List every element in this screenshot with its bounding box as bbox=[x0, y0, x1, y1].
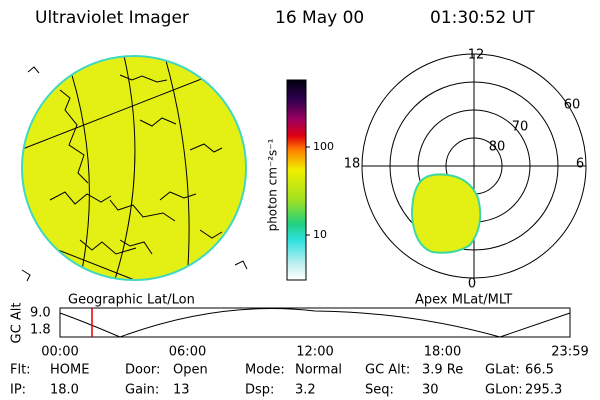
title: Ultraviolet Imager bbox=[35, 8, 189, 28]
info-value: 13 bbox=[173, 383, 190, 398]
timeline-x-label: 23:59 bbox=[551, 345, 588, 360]
info-value: 3.2 bbox=[295, 383, 316, 398]
polar-label: Apex MLat/MLT bbox=[415, 293, 512, 308]
info-label: IP: bbox=[10, 383, 26, 398]
info-label: GC Alt: bbox=[365, 363, 410, 378]
timeline-x-label: 12:00 bbox=[296, 345, 333, 360]
info-value: 18.0 bbox=[50, 383, 79, 398]
auroral-oval bbox=[410, 173, 482, 254]
mlt-label: 18 bbox=[344, 157, 361, 172]
colorbar bbox=[286, 79, 307, 281]
colorbar-tick-label: 10 bbox=[313, 228, 327, 241]
timeline-x-label: 06:00 bbox=[169, 345, 206, 360]
date: 16 May 00 bbox=[275, 8, 364, 28]
colorbar-tick-label: 100 bbox=[313, 140, 334, 153]
info-value: Open bbox=[173, 363, 208, 378]
info-label: Mode: bbox=[245, 363, 285, 378]
lat-label: 70 bbox=[512, 120, 529, 135]
timeline-y-label: 9.0 bbox=[30, 306, 51, 321]
geo-label: Geographic Lat/Lon bbox=[68, 293, 195, 308]
timeline-x-label: 00:00 bbox=[41, 345, 78, 360]
geo-image bbox=[21, 55, 248, 282]
info-label: Dsp: bbox=[245, 383, 274, 398]
lat-label: 80 bbox=[489, 140, 506, 155]
info-label: Gain: bbox=[125, 383, 159, 398]
colorbar-label: photon cm⁻²s⁻¹ bbox=[266, 138, 280, 231]
info-value: Normal bbox=[295, 363, 342, 378]
info-value: 30 bbox=[422, 383, 439, 398]
info-label: Door: bbox=[125, 363, 160, 378]
altitude-curve bbox=[59, 308, 571, 338]
lat-label: 60 bbox=[564, 98, 581, 113]
info-value: HOME bbox=[50, 363, 89, 378]
info-label: GLat: bbox=[485, 363, 520, 378]
info-label: Seq: bbox=[365, 383, 394, 398]
time: 01:30:52 UT bbox=[430, 8, 535, 28]
polar-grid bbox=[361, 53, 587, 279]
timeline-y-label: 1.8 bbox=[30, 323, 51, 338]
mlt-label: 12 bbox=[468, 48, 485, 63]
info-value: 295.3 bbox=[525, 383, 562, 398]
info-label: Flt: bbox=[10, 363, 31, 378]
timeline-x-label: 18:00 bbox=[424, 345, 461, 360]
timeline-axis-label: GC Alt bbox=[10, 303, 25, 344]
info-value: 3.9 Re bbox=[422, 363, 463, 378]
info-label: GLon: bbox=[485, 383, 523, 398]
mlt-label: 0 bbox=[468, 277, 476, 292]
info-value: 66.5 bbox=[525, 363, 554, 378]
timeline-box bbox=[59, 307, 571, 338]
mlt-label: 6 bbox=[576, 157, 584, 172]
